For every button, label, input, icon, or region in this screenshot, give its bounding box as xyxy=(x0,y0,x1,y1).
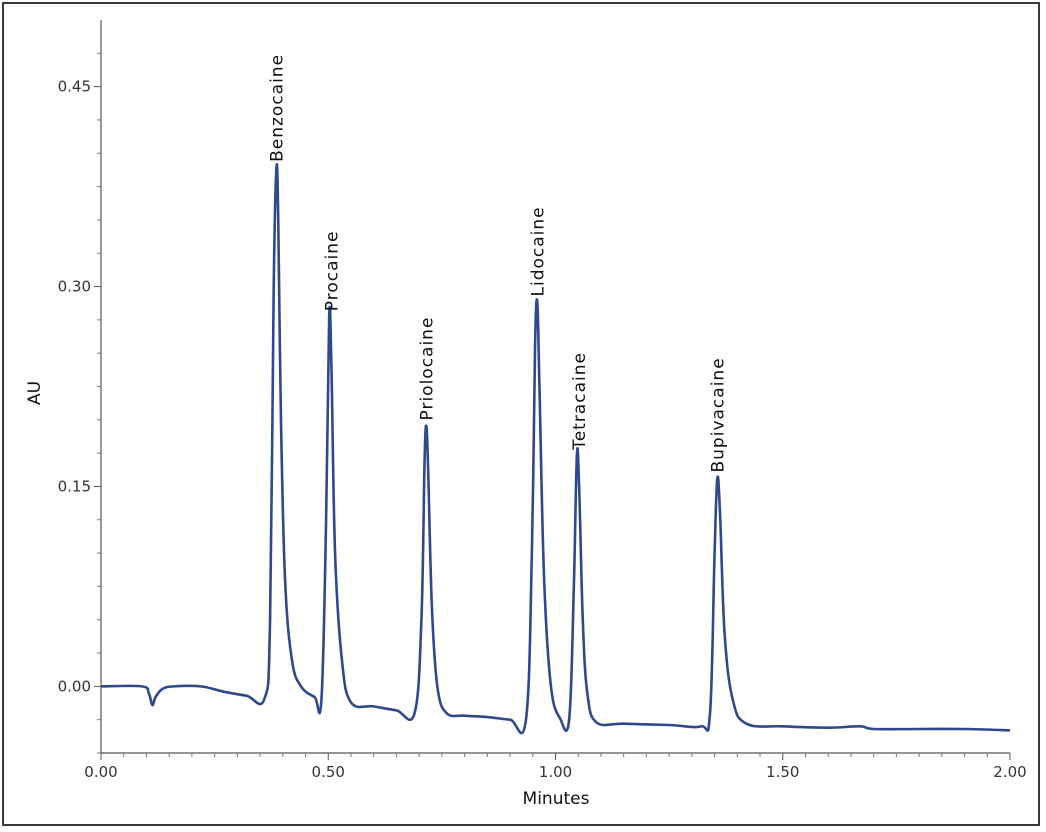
ticks xyxy=(94,52,1011,760)
x-tick-label: 2.00 xyxy=(993,763,1026,781)
peak-label: Priolocaine xyxy=(417,317,437,421)
peak-label: Benzocaine xyxy=(267,54,287,162)
y-axis-title: AU xyxy=(25,381,45,405)
y-tick-label: 0.15 xyxy=(58,477,91,495)
chromatogram-trace xyxy=(100,163,1011,735)
x-axis-title: Minutes xyxy=(523,789,590,809)
peak-label: Lidocaine xyxy=(528,206,548,296)
axes xyxy=(100,20,1010,754)
x-tick-label: 1.00 xyxy=(539,763,572,781)
peak-label: Procaine xyxy=(322,230,342,311)
x-tick-label: 0.50 xyxy=(312,763,345,781)
x-tick-label: 0.00 xyxy=(84,763,117,781)
y-tick-label: 0.00 xyxy=(58,677,91,695)
peak-labels: Benzocaine Procaine Priolocaine Lidocaine Te… xyxy=(267,54,728,473)
y-tick-label: 0.30 xyxy=(58,278,91,296)
tick-labels: 0.00 0.50 1.00 1.50 2.00 0.00 0.15 0.30 0.45 xyxy=(58,78,1027,781)
peak-label: Bupivacaine xyxy=(708,357,728,472)
x-tick-label: 1.50 xyxy=(766,763,799,781)
peak-label: Tetracaine xyxy=(570,352,590,451)
y-tick-label: 0.45 xyxy=(58,78,91,96)
